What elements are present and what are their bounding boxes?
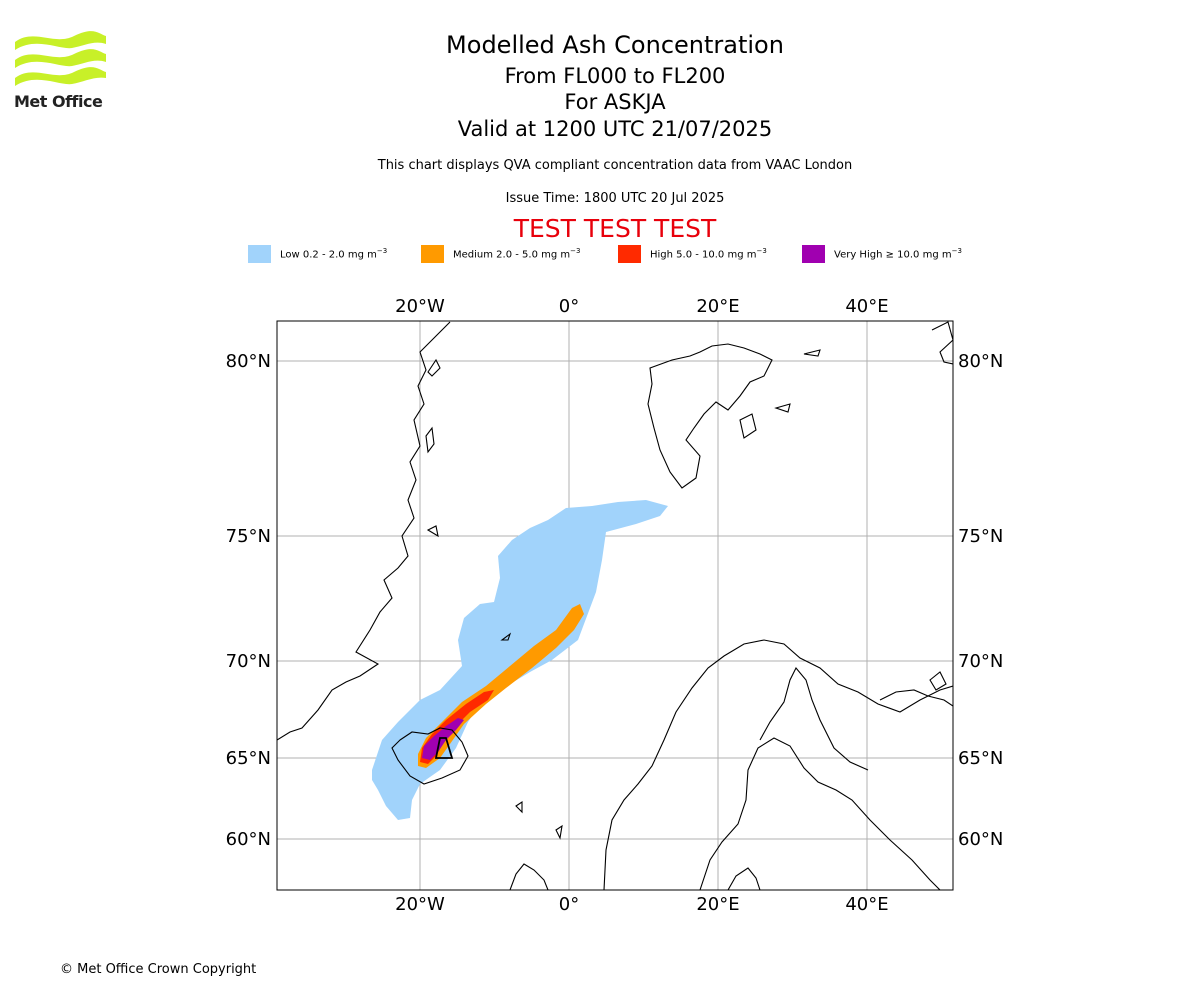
flight-levels: From FL000 to FL200 — [504, 64, 726, 88]
lat-tick-right: 60°N — [958, 829, 1003, 850]
legend-swatch-medium — [421, 245, 444, 263]
volcano-name: For ASKJA — [564, 90, 666, 114]
coastline-svalbard — [647, 343, 773, 489]
legend-item-high: High 5.0 - 10.0 mg m−3 — [618, 244, 767, 264]
lon-tick-top: 20°E — [696, 296, 739, 317]
lon-ticks-top: 20°W 0° 20°E 40°E — [395, 296, 888, 317]
legend-item-low: Low 0.2 - 2.0 mg m−3 — [248, 244, 387, 264]
coastlines — [277, 321, 953, 890]
lon-tick-bottom: 20°W — [395, 894, 445, 915]
lat-ticks-right: 80°N 75°N 70°N 65°N 60°N — [958, 351, 1003, 850]
coastline-kola — [879, 689, 953, 707]
legend-item-very-high: Very High ≥ 10.0 mg m−3 — [802, 244, 962, 264]
coastline-iceland — [391, 727, 469, 785]
lon-tick-bottom: 40°E — [845, 894, 888, 915]
map-frame — [276, 320, 954, 891]
lat-tick-left: 65°N — [226, 748, 271, 769]
met-office-logo: Met Office — [14, 30, 108, 112]
lat-tick-right: 80°N — [958, 351, 1003, 372]
lat-tick-left: 80°N — [226, 351, 271, 372]
lat-tick-right: 75°N — [958, 526, 1003, 547]
volcano-marker — [434, 737, 454, 759]
legend-swatch-low — [248, 245, 271, 263]
coastline-franz-josef — [931, 321, 953, 365]
coastline-jan-mayen — [500, 632, 512, 641]
lat-tick-right: 65°N — [958, 748, 1003, 769]
ash-area-very-high — [422, 718, 464, 760]
lon-tick-top: 20°W — [395, 296, 445, 317]
chart-title: Modelled Ash Concentration — [446, 31, 784, 59]
issue-time: Issue Time: 1800 UTC 20 Jul 2025 — [505, 191, 725, 206]
legend-label-medium: Medium 2.0 - 5.0 mg m — [453, 249, 571, 261]
coastline-svalbard-east — [739, 349, 821, 439]
coastline-scandinavia — [603, 639, 953, 890]
lat-tick-left: 60°N — [226, 829, 271, 850]
lat-tick-left: 75°N — [226, 526, 271, 547]
lat-ticks-left: 80°N 75°N 70°N 65°N 60°N — [226, 351, 271, 850]
lon-tick-top: 40°E — [845, 296, 888, 317]
lat-tick-right: 70°N — [958, 651, 1003, 672]
logo-wordmark: Met Office — [14, 92, 103, 111]
coastline-white-sea — [929, 671, 947, 691]
valid-time: Valid at 1200 UTC 21/07/2025 — [457, 117, 773, 141]
map-gridlines — [277, 321, 953, 890]
lon-tick-top: 0° — [559, 296, 579, 317]
coastline-denmark — [727, 867, 761, 890]
coastline-scotland — [509, 863, 549, 890]
legend-item-medium: Medium 2.0 - 5.0 mg m−3 — [421, 244, 580, 264]
met-office-wave-icon — [15, 31, 106, 86]
coastline-greenland — [277, 321, 451, 741]
coastline-greenland-islands — [425, 358, 441, 538]
ash-area-medium — [418, 604, 584, 768]
compliance-note: This chart displays QVA compliant concen… — [377, 158, 853, 173]
lon-ticks-bottom: 20°W 0° 20°E 40°E — [395, 894, 888, 915]
lon-tick-bottom: 0° — [559, 894, 579, 915]
legend-label-high: High 5.0 - 10.0 mg m — [650, 249, 757, 261]
lon-tick-bottom: 20°E — [696, 894, 739, 915]
legend-swatch-high — [618, 245, 641, 263]
lat-tick-left: 70°N — [226, 651, 271, 672]
legend-swatch-very-high — [802, 245, 825, 263]
test-banner: TEST TEST TEST — [513, 214, 717, 243]
coastline-gulf-bothnia — [759, 667, 869, 771]
legend-label-low: Low 0.2 - 2.0 mg m — [280, 249, 377, 261]
coastline-faroe — [515, 800, 563, 840]
coastline-baltic — [699, 737, 941, 890]
legend-label-very-high: Very High ≥ 10.0 mg m — [834, 249, 952, 261]
copyright: © Met Office Crown Copyright — [60, 962, 257, 977]
